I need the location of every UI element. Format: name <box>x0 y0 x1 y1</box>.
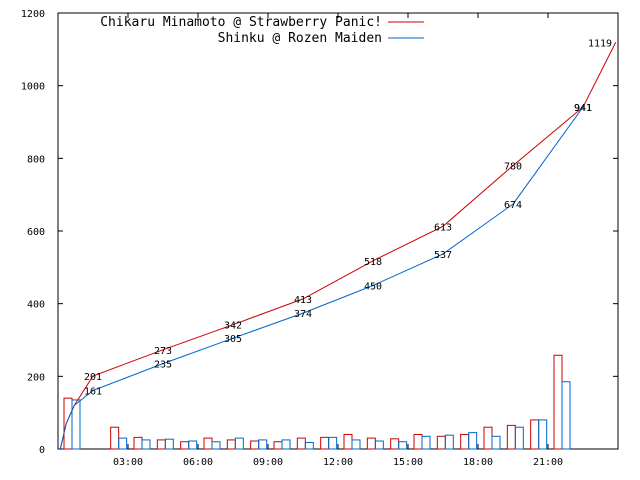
line-series-1 <box>59 106 584 450</box>
value-label-series-0: 941 <box>574 103 592 114</box>
point-labels: 201 273 342 413 518 613 780 941 1119 161 235 305 374… <box>84 38 612 397</box>
x-tick-label: 09:00 <box>253 457 283 468</box>
x-tick-label: 15:00 <box>393 457 423 468</box>
bar-series-1 <box>71 399 81 450</box>
value-label-series-1: 537 <box>434 250 452 261</box>
y-tick-label: 1000 <box>21 82 45 93</box>
bar-series-1 <box>561 381 571 450</box>
bar-series-1 <box>328 436 338 450</box>
legend-label-series-0: Chikaru Minamoto @ Strawberry Panic! <box>100 15 382 30</box>
value-label-series-0: 273 <box>154 346 172 357</box>
value-label-series-0: 413 <box>294 295 312 306</box>
cumulative-lines <box>59 42 617 450</box>
value-label-series-0: 342 <box>224 321 242 332</box>
value-label-series-0: 1119 <box>588 38 612 49</box>
x-tick-label: 12:00 <box>323 457 353 468</box>
value-label-series-1: 374 <box>294 309 312 320</box>
x-tick-label: 21:00 <box>533 457 563 468</box>
plot-frame <box>57 12 619 450</box>
value-label-series-0: 780 <box>504 162 522 173</box>
x-tick-label: 06:00 <box>183 457 213 468</box>
y-tick-label: 800 <box>27 154 45 165</box>
bar-series-1 <box>118 437 128 450</box>
bar-series-1 <box>468 432 478 450</box>
x-tick-label: 18:00 <box>463 457 493 468</box>
bar-series-1 <box>281 439 291 450</box>
value-label-series-0: 201 <box>84 372 102 383</box>
y-tick-label: 200 <box>27 372 45 383</box>
bar-series-1 <box>514 426 524 450</box>
bar-series-1 <box>164 438 174 450</box>
y-tick-label: 1200 <box>21 9 45 20</box>
x-tick-label: 03:00 <box>113 457 143 468</box>
y-tick-label: 600 <box>27 227 45 238</box>
value-label-series-0: 613 <box>434 222 452 233</box>
bar-series-1 <box>491 435 501 450</box>
bar-series-1 <box>188 440 198 450</box>
bar-series-1 <box>374 440 384 450</box>
bar-series-1 <box>304 441 314 450</box>
bar-series-1 <box>398 441 408 450</box>
bar-series-1 <box>538 419 548 450</box>
bar-series-1 <box>234 437 244 450</box>
x-axis: 03:00 06:00 09:00 12:00 15:00 18:00 21:00 <box>113 13 563 468</box>
value-label-series-1: 235 <box>154 360 172 371</box>
bar-series-1 <box>351 439 361 450</box>
value-label-series-1: 161 <box>84 387 102 398</box>
legend: Chikaru Minamoto @ Strawberry Panic! Shi… <box>100 15 424 46</box>
bar-series-1 <box>141 439 151 450</box>
y-tick-label: 400 <box>27 300 45 311</box>
bar-series-1 <box>258 439 268 450</box>
value-label-series-0: 518 <box>364 257 382 268</box>
bar-series-1 <box>421 435 431 450</box>
value-label-series-1: 941 <box>574 103 592 114</box>
y-axis: 0 200 400 600 800 1000 1200 <box>21 9 618 456</box>
bar-series-1 <box>211 441 221 450</box>
y-tick-label: 0 <box>39 445 45 456</box>
value-label-series-1: 674 <box>504 200 522 211</box>
value-label-series-1: 305 <box>224 334 242 345</box>
bar-series-1 <box>444 434 454 450</box>
hourly-bars <box>63 354 571 450</box>
legend-label-series-1: Shinku @ Rozen Maiden <box>218 31 382 46</box>
value-label-series-1: 450 <box>364 282 382 293</box>
